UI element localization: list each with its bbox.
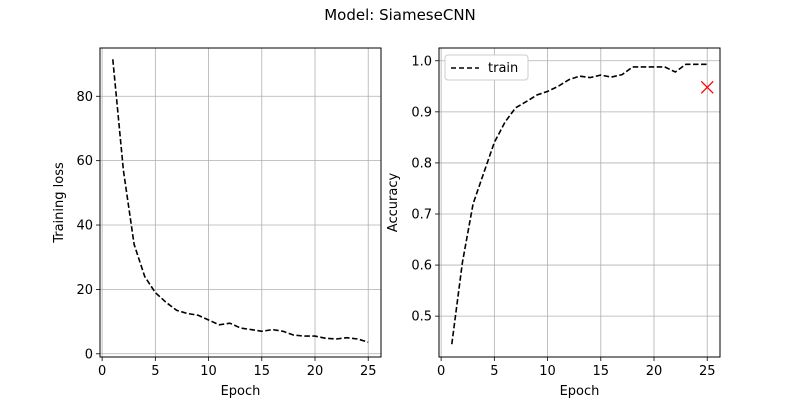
accuracy-y-tick-label: 0.9 <box>411 105 432 120</box>
accuracy-plot-frame <box>438 47 721 358</box>
accuracy-series <box>451 63 708 345</box>
accuracy-ticks: 0 5 10 15 20 25 0.5 0.6 0.7 0.8 0.9 1.0 <box>411 54 715 379</box>
accuracy-x-axis-label: Epoch <box>560 384 600 399</box>
loss-ticks: 0 5 10 15 20 25 0 20 40 60 80 <box>76 90 376 379</box>
accuracy-y-tick-label: 0.5 <box>411 310 432 325</box>
accuracy-x-tick-label: 10 <box>539 364 556 379</box>
loss-chart: 0 5 10 15 20 25 0 20 40 60 80 Epoch Training loss <box>52 47 382 399</box>
accuracy-y-tick-label: 1.0 <box>411 54 432 69</box>
loss-x-tick-label: 20 <box>307 364 324 379</box>
accuracy-markers <box>700 80 714 94</box>
accuracy-y-tick-label: 0.7 <box>411 207 432 222</box>
loss-y-tick-label: 40 <box>76 219 93 234</box>
loss-x-tick-label: 15 <box>254 364 271 379</box>
loss-y-tick-label: 60 <box>76 154 93 169</box>
accuracy-x-tick-label: 0 <box>437 364 445 379</box>
loss-x-tick-label: 5 <box>151 364 159 379</box>
loss-x-axis-label: Epoch <box>221 384 261 399</box>
accuracy-legend: train <box>444 54 529 81</box>
loss-grid <box>100 48 381 357</box>
loss-x-tick-label: 25 <box>360 364 377 379</box>
x-marker <box>700 80 714 94</box>
accuracy-chart: 0 5 10 15 20 25 0.5 0.6 0.7 0.8 0.9 1.0 Epoch Accur… <box>386 47 721 399</box>
accuracy-x-tick-label: 15 <box>593 364 610 379</box>
loss-series-line <box>112 59 369 343</box>
accuracy-series-line <box>451 63 708 345</box>
loss-x-tick-label: 0 <box>98 364 106 379</box>
accuracy-y-axis-label: Accuracy <box>386 173 401 233</box>
accuracy-y-tick-label: 0.8 <box>411 156 432 171</box>
accuracy-y-tick-label: 0.6 <box>411 259 432 274</box>
accuracy-grid <box>439 48 720 357</box>
x-marker-stroke <box>700 80 714 94</box>
loss-series <box>112 59 369 343</box>
accuracy-x-tick-label: 25 <box>699 364 716 379</box>
accuracy-x-tick-label: 20 <box>646 364 663 379</box>
loss-x-tick-label: 10 <box>200 364 217 379</box>
loss-y-tick-label: 20 <box>76 283 93 298</box>
loss-y-tick-label: 80 <box>76 90 93 105</box>
loss-y-tick-label: 0 <box>85 347 93 362</box>
figure-title: Model: SiameseCNN <box>324 6 476 24</box>
loss-plot-frame <box>99 47 382 358</box>
legend-label-train: train <box>488 61 518 76</box>
loss-y-axis-label: Training loss <box>52 162 67 244</box>
legend-box <box>444 54 529 81</box>
accuracy-x-tick-label: 5 <box>490 364 498 379</box>
